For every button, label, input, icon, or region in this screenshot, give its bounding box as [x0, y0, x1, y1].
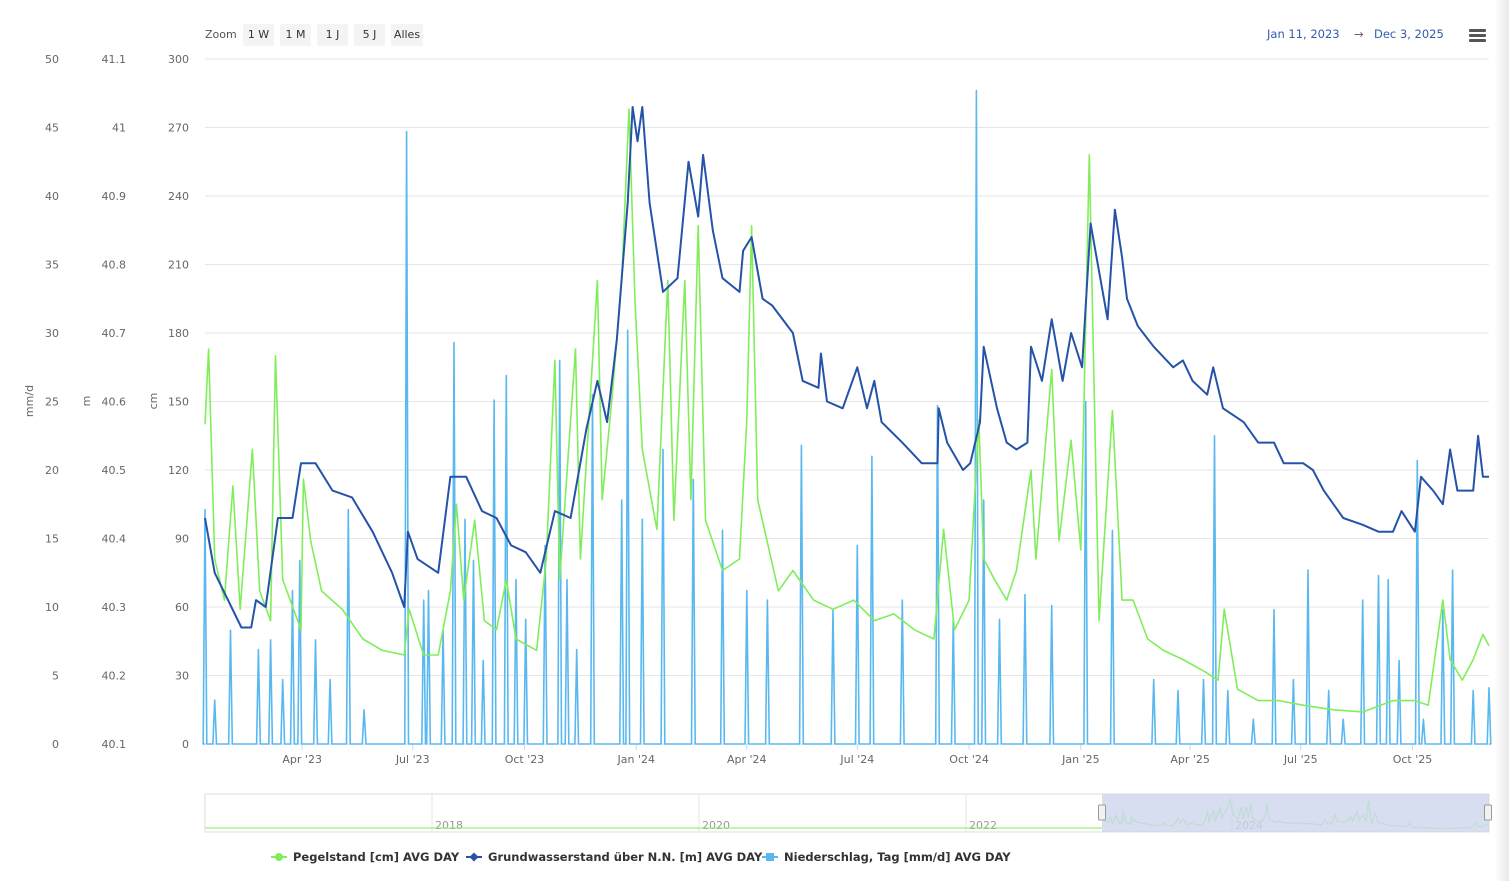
y-tick-label: 180 — [168, 327, 189, 340]
navigator-year-label: 2022 — [969, 819, 997, 832]
legend-symbol-icon — [762, 853, 778, 861]
y-tick-label: 40.1 — [102, 738, 127, 751]
y-tick-label: 40.6 — [102, 396, 127, 409]
y-axis-title: cm — [147, 393, 160, 410]
legend-label: Pegelstand [cm] AVG DAY — [293, 850, 460, 864]
range-to-input[interactable]: Dec 3, 2025 — [1374, 27, 1444, 41]
y-tick-label: 40.9 — [102, 190, 127, 203]
page-edge — [1495, 0, 1509, 881]
y-tick-label: 35 — [45, 259, 59, 272]
x-tick-label: Apr '25 — [1170, 753, 1210, 766]
zoom-1m-button[interactable]: 1 M — [280, 24, 311, 46]
y-tick-label: 0 — [52, 738, 59, 751]
range-from-input[interactable]: Jan 11, 2023 — [1267, 27, 1340, 41]
legend-item-pegel[interactable]: Pegelstand [cm] AVG DAY — [271, 850, 459, 864]
y-tick-label: 40.3 — [102, 601, 127, 614]
y-tick-label: 40.5 — [102, 464, 127, 477]
y-tick-label: 300 — [168, 53, 189, 66]
legend-label: Niederschlag, Tag [mm/d] AVG DAY — [784, 850, 1011, 864]
x-tick-label: Oct '23 — [505, 753, 545, 766]
legend-item-grundwasser[interactable]: Grundwasserstand über N.N. [m] AVG DAY — [466, 850, 762, 864]
x-tick-label: Oct '24 — [949, 753, 989, 766]
legend-symbol-icon — [466, 852, 482, 862]
zoom-1j-button[interactable]: 1 J — [317, 24, 348, 46]
navigator-selection — [1102, 794, 1489, 832]
navigator-year-label: 2018 — [435, 819, 463, 832]
y-tick-label: 30 — [175, 670, 189, 683]
zoom-1w-button[interactable]: 1 W — [243, 24, 274, 46]
range-arrow: → — [1354, 27, 1364, 41]
y-tick-label: 20 — [45, 464, 59, 477]
legend-item-niederschlag[interactable]: Niederschlag, Tag [mm/d] AVG DAY — [762, 850, 1011, 864]
x-tick-label: Jul '24 — [839, 753, 874, 766]
legend-symbol-icon — [271, 853, 287, 861]
y-tick-label: 0 — [182, 738, 189, 751]
y-tick-label: 210 — [168, 259, 189, 272]
navigator-handle[interactable] — [1484, 804, 1492, 821]
navigator-handle[interactable] — [1098, 804, 1106, 821]
zoom-label: Zoom — [205, 28, 237, 41]
y-tick-label: 25 — [45, 396, 59, 409]
y-tick-label: 60 — [175, 601, 189, 614]
y-tick-label: 40 — [45, 190, 59, 203]
series-line-niederschlag — [202, 89, 1492, 745]
navigator-year-label: 2020 — [702, 819, 730, 832]
y-tick-label: 40.8 — [102, 259, 127, 272]
y-tick-label: 240 — [168, 190, 189, 203]
y-tick-label: 41.1 — [102, 53, 127, 66]
series-line-pegelstand — [204, 108, 1490, 713]
x-tick-label: Jul '23 — [395, 753, 430, 766]
hamburger-menu-icon[interactable] — [1469, 29, 1486, 42]
y-tick-label: 90 — [175, 533, 189, 546]
x-tick-label: Jan '24 — [616, 753, 654, 766]
y-tick-label: 30 — [45, 327, 59, 340]
y-tick-label: 270 — [168, 122, 189, 135]
y-tick-label: 41 — [112, 122, 126, 135]
x-tick-label: Apr '24 — [727, 753, 767, 766]
y-tick-label: 150 — [168, 396, 189, 409]
y-tick-label: 45 — [45, 122, 59, 135]
x-tick-label: Jan '25 — [1061, 753, 1099, 766]
y-tick-label: 5 — [52, 670, 59, 683]
y-tick-label: 40.7 — [102, 327, 127, 340]
y-axis-title: mm/d — [23, 385, 36, 417]
y-tick-label: 15 — [45, 533, 59, 546]
legend-label: Grundwasserstand über N.N. [m] AVG DAY — [488, 850, 763, 864]
y-axis-title: m — [80, 396, 93, 407]
zoom-5j-button[interactable]: 5 J — [354, 24, 385, 46]
zoom-all-button[interactable]: Alles — [391, 24, 423, 46]
y-tick-label: 120 — [168, 464, 189, 477]
x-tick-label: Oct '25 — [1393, 753, 1433, 766]
y-tick-label: 40.2 — [102, 670, 127, 683]
y-tick-label: 40.4 — [102, 533, 127, 546]
series-line-grundwasserstand — [204, 106, 1489, 629]
y-tick-label: 10 — [45, 601, 59, 614]
x-tick-label: Jul '25 — [1283, 753, 1318, 766]
y-tick-label: 50 — [45, 53, 59, 66]
x-tick-label: Apr '23 — [282, 753, 322, 766]
